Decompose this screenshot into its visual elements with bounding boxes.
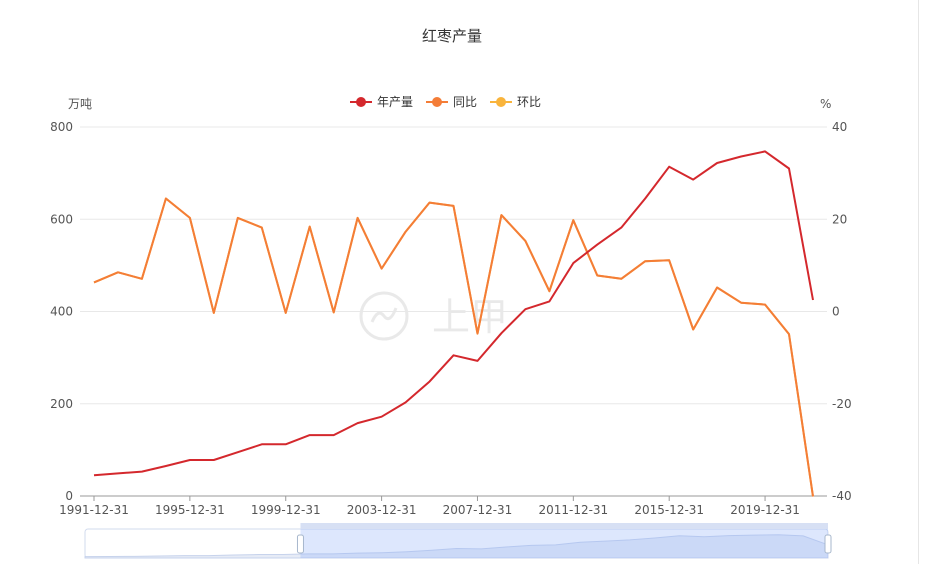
y-right-tick-label: 20 <box>832 212 847 226</box>
y-right-tick-label: -20 <box>832 397 852 411</box>
legend-item-环比[interactable]: 环比 <box>490 95 541 109</box>
y-right-unit: % <box>820 97 831 111</box>
series-line-环比 <box>93 197 814 497</box>
x-tick-label: 1999-12-31 <box>251 503 321 517</box>
right-border <box>918 0 919 564</box>
legend-label: 环比 <box>517 95 541 109</box>
legend-marker <box>356 97 366 107</box>
legend[interactable]: 年产量 同比 环比 <box>350 95 541 109</box>
y-left-tick-label: 200 <box>50 397 73 411</box>
x-tick-label: 1995-12-31 <box>155 503 225 517</box>
watermark-logo <box>359 291 409 341</box>
y-right-tick-label: 0 <box>832 305 840 319</box>
chart-title: 红枣产量 <box>422 27 482 45</box>
legend-item-年产量[interactable]: 年产量 <box>350 95 413 109</box>
zoom-selected-window <box>300 529 829 558</box>
watermark: 上甲 <box>359 291 508 341</box>
x-tick-label: 1991-12-31 <box>59 503 129 517</box>
zoom-selected-bar <box>300 523 829 529</box>
y-left-tick-label: 400 <box>50 305 73 319</box>
watermark-logo-mark <box>370 307 398 323</box>
y-right-tick-label: 40 <box>832 120 847 134</box>
series-line-同比 <box>93 197 814 497</box>
y-left-tick-label: 0 <box>65 489 73 503</box>
y-left-tick-label: 800 <box>50 120 73 134</box>
zoom-handle-left[interactable] <box>296 534 304 554</box>
legend-marker <box>496 97 506 107</box>
y-left-unit: 万吨 <box>68 97 92 111</box>
x-tick-label: 2007-12-31 <box>443 503 513 517</box>
y-left-tick-label: 600 <box>50 212 73 226</box>
watermark-text: 上甲 <box>432 295 508 339</box>
series-line-年产量 <box>93 150 814 477</box>
legend-marker <box>432 97 442 107</box>
x-tick-label: 2015-12-31 <box>634 503 704 517</box>
zoom-handle-right[interactable] <box>824 534 832 554</box>
legend-label: 同比 <box>453 95 477 109</box>
series-lines <box>93 150 814 497</box>
x-tick-label: 2003-12-31 <box>347 503 417 517</box>
y-right-tick-label: -40 <box>832 489 852 503</box>
zoom-preview-area <box>84 534 829 559</box>
x-tick-label: 2019-12-31 <box>730 503 800 517</box>
data-zoom-slider[interactable] <box>84 523 832 559</box>
axes: 1991-12-31 1995-12-31 1999-12-31 2003-12-31… <box>59 496 800 517</box>
gridlines: 0 200 400 600 800 -40 -20 0 20 40 <box>50 120 852 503</box>
legend-item-同比[interactable]: 同比 <box>426 95 477 109</box>
legend-label: 年产量 <box>377 95 413 109</box>
x-tick-label: 2011-12-31 <box>538 503 608 517</box>
